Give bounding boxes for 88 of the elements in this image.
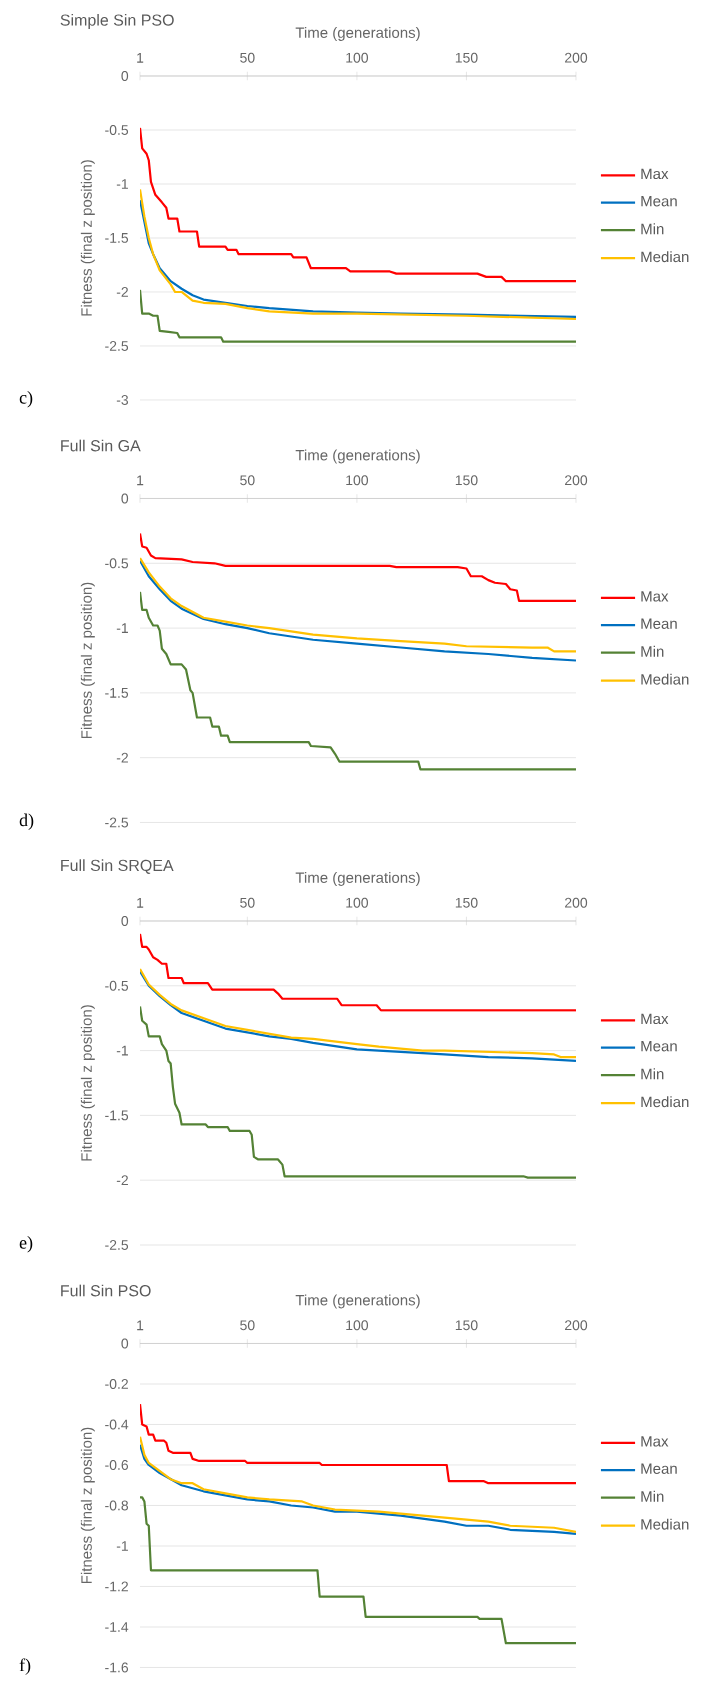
legend-label: Mean	[641, 195, 677, 207]
legend-label: Median	[641, 673, 689, 685]
legend-label: Median	[641, 1518, 689, 1530]
legend-label: Max	[641, 168, 669, 180]
y-tick-label: -1.5	[105, 1110, 129, 1121]
legend-label: Min	[641, 645, 664, 657]
text: d)	[19, 813, 34, 830]
x-tick-label: 100	[346, 897, 369, 908]
y-tick-label: -1	[116, 623, 128, 633]
y-tick-label: -0.5	[105, 558, 129, 569]
y-tick-label: -0.6	[105, 1460, 129, 1470]
y-tick-label: -2.5	[105, 341, 129, 351]
text: f)	[19, 1658, 31, 1675]
y-tick-label: -1.2	[105, 1581, 128, 1592]
chart-title: Full Sin GA	[61, 439, 141, 452]
y-tick-label: -1	[116, 1045, 128, 1056]
y-tick-label: -3	[116, 395, 129, 405]
x-tick-label: 1	[137, 475, 144, 486]
x-tick-label: 150	[455, 1320, 478, 1331]
x-tick-label: 1	[137, 53, 144, 63]
x-tick-label: 200	[565, 1320, 588, 1331]
x-axis-title: Time (generations)	[295, 26, 420, 41]
x-tick-label: 1	[137, 1320, 144, 1331]
x-tick-label: 50	[240, 52, 255, 63]
y-tick-label: -0.5	[105, 125, 129, 135]
line-series	[140, 288, 576, 343]
y-tick-label: -2.5	[105, 817, 129, 828]
legend-label: Min	[641, 223, 664, 235]
y-tick-label: -1.5	[105, 233, 129, 243]
x-tick-label: 100	[346, 52, 369, 63]
line-series	[140, 126, 576, 283]
y-axis-title: Fitness (final z position)	[80, 160, 95, 316]
y-tick-label: 0	[121, 1338, 129, 1349]
x-tick-label: 150	[455, 897, 478, 908]
legend-label: Mean	[641, 1040, 677, 1052]
legend-label: Median	[641, 1096, 689, 1108]
chart-title: Full Sin SRQEA	[61, 859, 174, 874]
y-tick-label: -1	[116, 179, 128, 189]
y-axis-title: Fitness (final z position)	[80, 582, 95, 739]
x-tick-label: 1	[137, 898, 144, 908]
x-tick-label: 150	[455, 475, 478, 486]
y-tick-label: -0.4	[105, 1419, 129, 1430]
y-tick-label: -1.5	[105, 688, 129, 698]
y-tick-label: -1	[116, 1541, 128, 1551]
chart-title: Full Sin PSO	[61, 1284, 151, 1297]
x-axis-title: Time (generations)	[295, 1294, 420, 1309]
y-tick-label: -2	[116, 1175, 128, 1186]
line-series	[140, 532, 576, 602]
y-tick-label: -2.5	[105, 1240, 129, 1250]
line-series	[140, 932, 576, 1012]
x-axis-title: Time (generations)	[295, 449, 420, 464]
x-tick-label: 50	[240, 1320, 255, 1331]
text: e)	[19, 1236, 33, 1253]
y-tick-label: -0.2	[105, 1379, 128, 1389]
x-tick-label: 50	[240, 475, 255, 486]
legend-label: Median	[641, 251, 689, 263]
x-tick-label: 50	[240, 897, 255, 908]
x-tick-label: 100	[346, 1320, 369, 1331]
y-tick-label: 0	[121, 916, 129, 926]
chart-title: Simple Sin PSO	[60, 14, 174, 29]
line-series	[140, 1496, 576, 1645]
x-axis-title: Time (generations)	[295, 871, 420, 886]
legend-label: Mean	[641, 618, 677, 629]
y-tick-label: 0	[121, 71, 129, 81]
x-tick-label: 150	[455, 52, 478, 63]
x-tick-label: 200	[565, 897, 588, 908]
line-series	[140, 590, 576, 771]
y-tick-label: -2	[116, 752, 128, 763]
y-axis-title: Fitness (final z position)	[80, 1005, 95, 1161]
legend-label: Mean	[641, 1463, 677, 1474]
line-series	[140, 1005, 576, 1179]
y-tick-label: -2	[116, 287, 128, 297]
x-tick-label: 200	[565, 52, 588, 63]
line-series	[140, 1403, 576, 1485]
x-tick-label: 100	[346, 475, 369, 486]
x-tick-label: 200	[565, 475, 588, 486]
y-tick-label: -0.8	[105, 1500, 129, 1511]
y-tick-label: 0	[121, 493, 129, 504]
text: c)	[19, 391, 33, 408]
legend-label: Min	[641, 1490, 664, 1502]
legend-label: Min	[641, 1068, 664, 1080]
y-axis-title: Fitness (final z position)	[80, 1427, 95, 1584]
y-tick-label: -1.4	[105, 1622, 129, 1632]
y-tick-label: -0.5	[105, 980, 129, 991]
legend-label: Max	[641, 1436, 669, 1447]
legend-label: Max	[641, 591, 669, 602]
legend-label: Max	[641, 1013, 669, 1025]
y-tick-label: -1.6	[105, 1662, 129, 1673]
